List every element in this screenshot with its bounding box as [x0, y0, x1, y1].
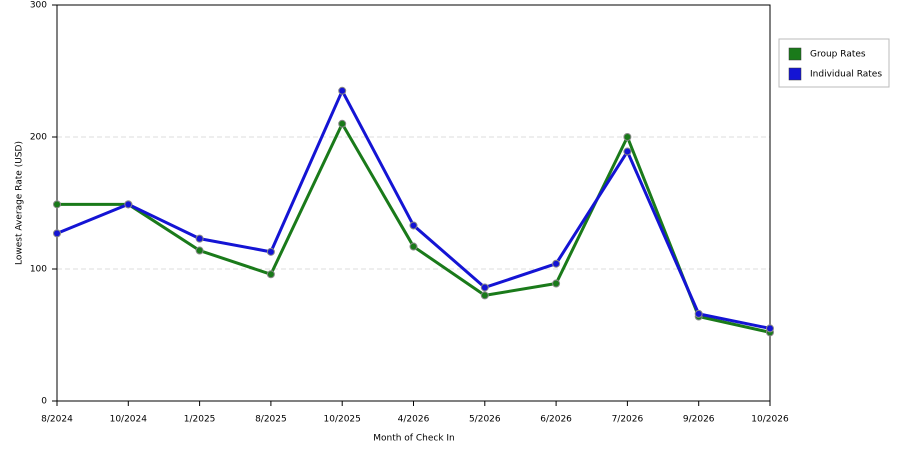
y-tick-label: 100 [30, 265, 47, 275]
point [124, 200, 133, 209]
y-tick-label: 200 [30, 133, 47, 143]
x-tick-label: 1/2025 [184, 415, 216, 425]
point [480, 291, 489, 300]
legend-label: Group Rates [810, 50, 866, 60]
plot-frame [56, 4, 771, 402]
legend-swatch [788, 67, 802, 81]
y-tick-label: 0 [41, 397, 47, 407]
x-tick-label: 5/2026 [469, 415, 501, 425]
point [338, 86, 347, 95]
series-line [56, 89, 771, 330]
point [623, 133, 632, 141]
x-tick-label: 9/2026 [683, 415, 715, 425]
point [266, 270, 275, 279]
point [195, 246, 204, 255]
x-axis-title: Month of Check In [373, 434, 455, 444]
point [552, 279, 561, 288]
x-tick-label: 4/2026 [398, 415, 430, 425]
x-tick-label: 7/2026 [612, 415, 644, 425]
legend-swatch [788, 47, 802, 61]
point [195, 234, 204, 243]
x-tick-label: 10/2025 [324, 415, 361, 425]
x-tick-label: 6/2026 [540, 415, 572, 425]
x-tick-label: 10/2024 [110, 415, 148, 425]
point [552, 259, 561, 268]
x-tick-label: 8/2024 [41, 415, 73, 425]
x-tick-label: 10/2026 [751, 415, 789, 425]
point [53, 200, 61, 209]
point [338, 119, 347, 128]
point [623, 147, 632, 156]
point [409, 221, 418, 230]
x-tick-label: 8/2025 [255, 415, 287, 425]
y-axis-title: Lowest Average Rate (USD) [15, 141, 25, 265]
legend-label: Individual Rates [810, 70, 882, 80]
point [694, 309, 703, 318]
point [53, 229, 61, 238]
y-tick-label: 300 [30, 1, 47, 11]
point [766, 324, 774, 333]
point [480, 283, 489, 292]
point [409, 242, 418, 251]
point [266, 247, 275, 256]
